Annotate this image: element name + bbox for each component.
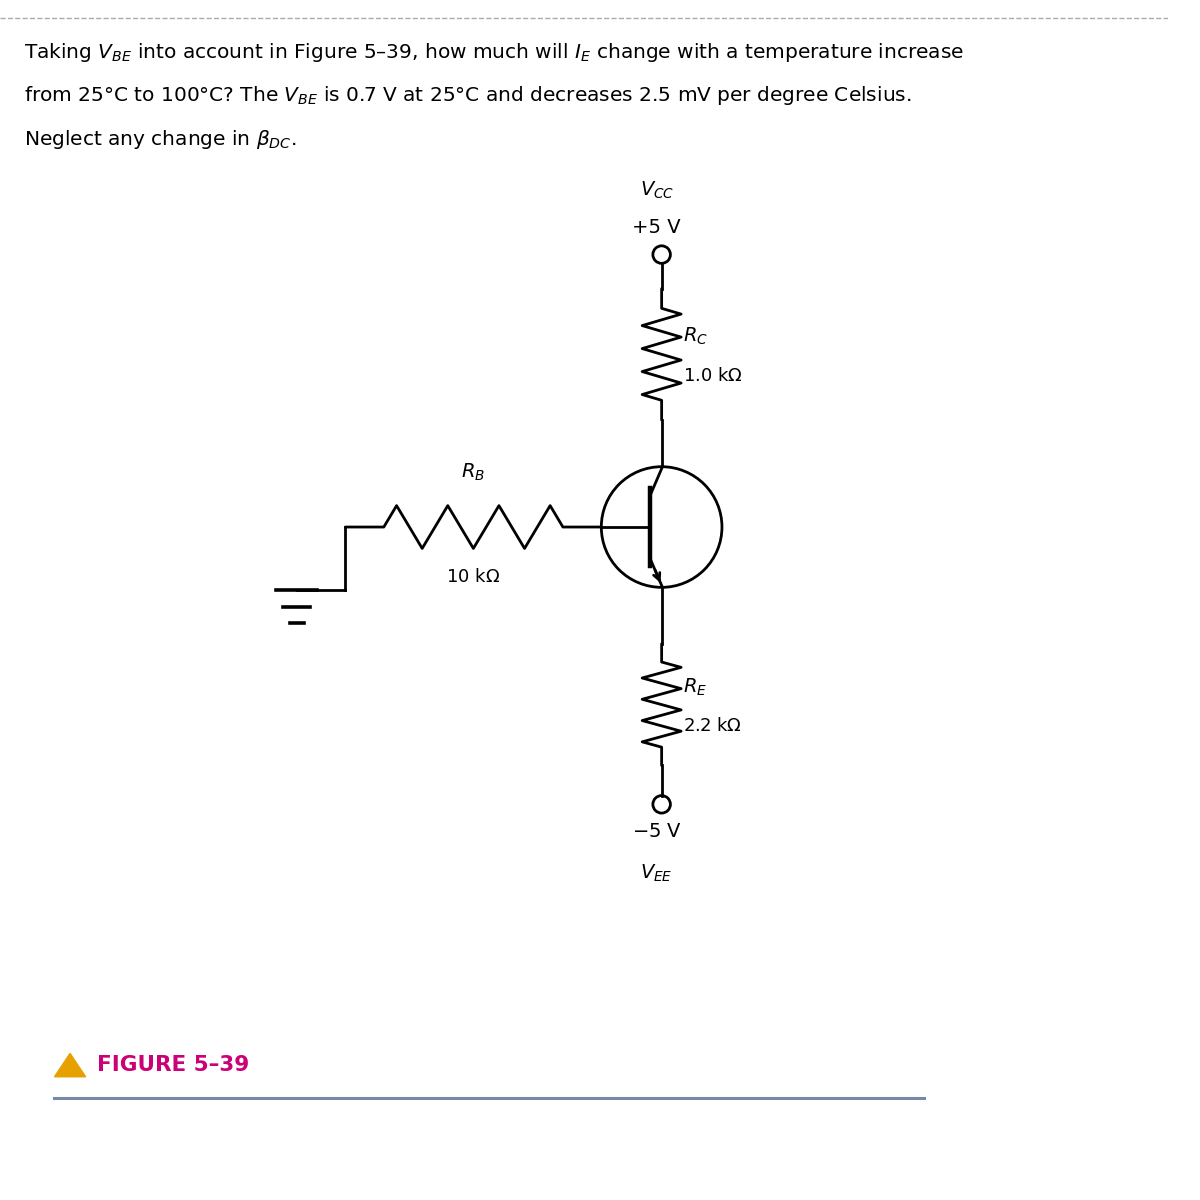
Text: +5 V: +5 V: [632, 218, 682, 238]
Text: Taking $V_{BE}$ into account in Figure 5–39, how much will $I_E$ change with a t: Taking $V_{BE}$ into account in Figure 5…: [24, 41, 965, 64]
Text: from 25°C to 100°C? The $V_{BE}$ is 0.7 V at 25°C and decreases 2.5 mV per degre: from 25°C to 100°C? The $V_{BE}$ is 0.7 …: [24, 84, 912, 107]
Text: $R_E$: $R_E$: [683, 677, 707, 697]
Text: $R_B$: $R_B$: [461, 462, 485, 484]
Polygon shape: [54, 1054, 85, 1076]
Text: 2.2 k$\Omega$: 2.2 k$\Omega$: [683, 718, 742, 736]
Text: $V_{EE}$: $V_{EE}$: [641, 863, 673, 884]
Text: 1.0 k$\Omega$: 1.0 k$\Omega$: [683, 367, 743, 385]
Text: $V_{CC}$: $V_{CC}$: [640, 180, 674, 202]
Text: FIGURE 5–39: FIGURE 5–39: [97, 1055, 250, 1075]
Text: Neglect any change in $\beta_{DC}$.: Neglect any change in $\beta_{DC}$.: [24, 128, 296, 151]
Text: $-$5 V: $-$5 V: [631, 822, 682, 841]
Text: $R_C$: $R_C$: [683, 326, 708, 348]
Text: 10 k$\Omega$: 10 k$\Omega$: [446, 568, 500, 586]
